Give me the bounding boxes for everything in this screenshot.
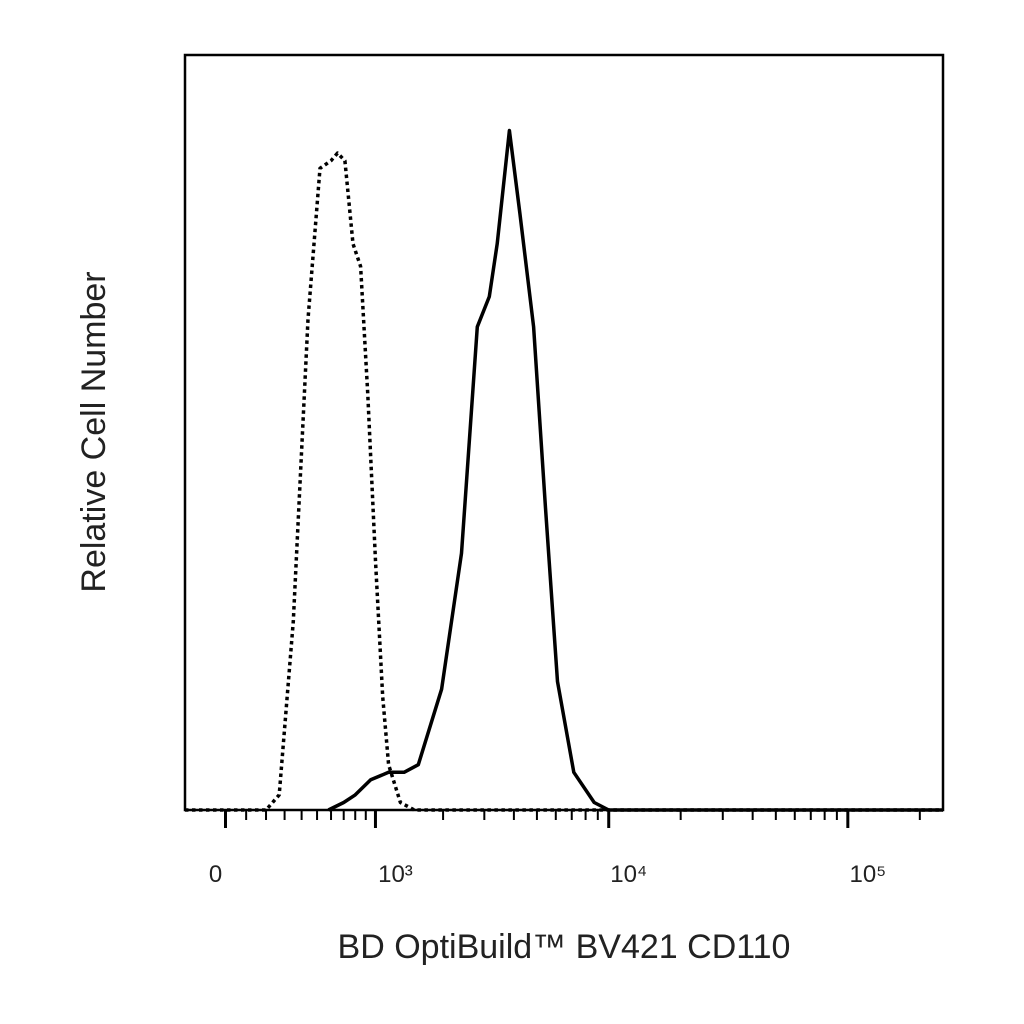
x-tick-label: 10⁴ bbox=[610, 861, 647, 888]
x-tick-label: 10³ bbox=[378, 861, 413, 888]
x-axis-label: BD OptiBuild™ BV421 CD110 bbox=[338, 928, 791, 966]
histogram-line bbox=[327, 128, 943, 812]
plot-frame bbox=[183, 53, 945, 812]
x-tick-label: 10⁵ bbox=[850, 861, 887, 888]
histogram-line bbox=[185, 151, 943, 812]
y-axis-label: Relative Cell Number bbox=[75, 271, 113, 592]
x-tick-label: 0 bbox=[209, 861, 222, 888]
